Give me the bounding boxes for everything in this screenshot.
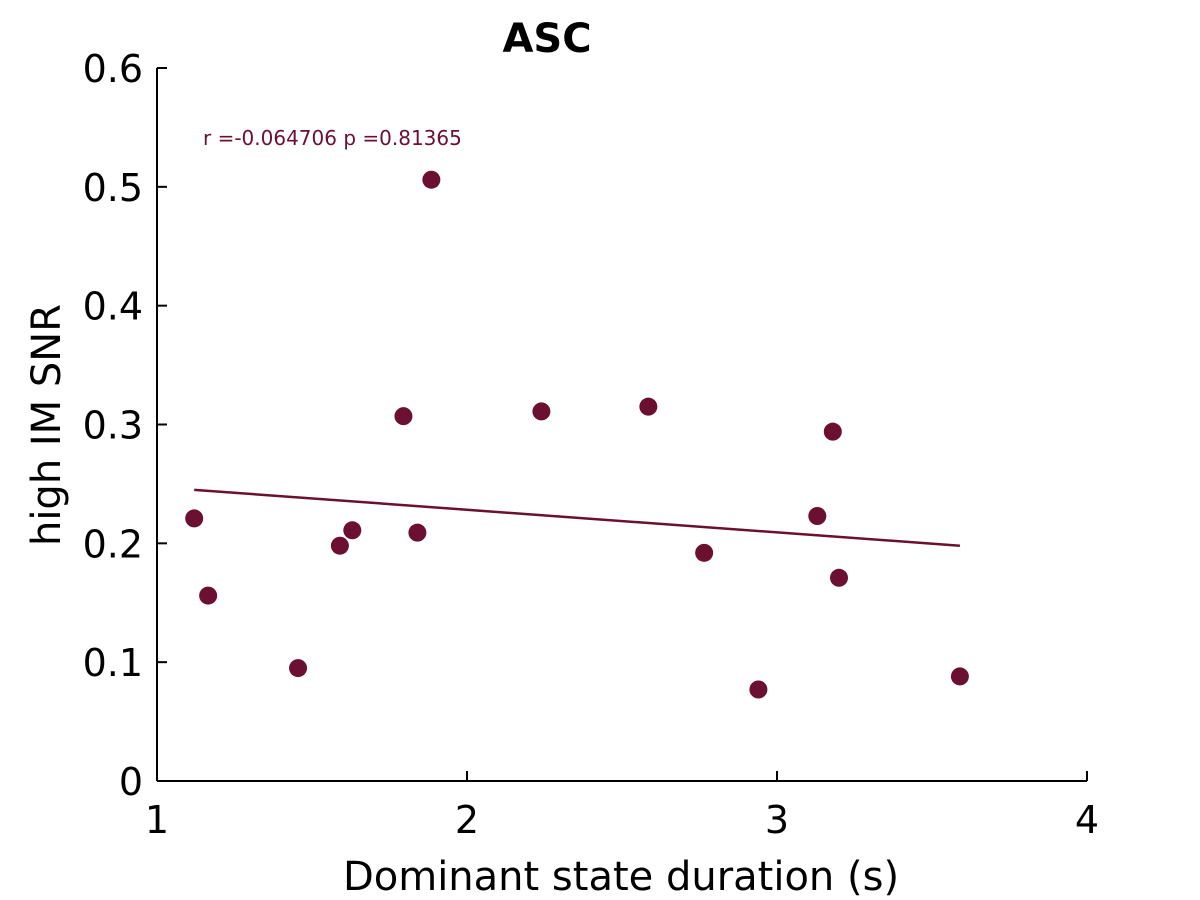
data-point <box>330 536 349 555</box>
y-tick-label: 0.4 <box>83 285 143 329</box>
x-axis-label: Dominant state duration (s) <box>343 854 899 900</box>
x-tick-label: 4 <box>1075 798 1099 842</box>
y-tick-label: 0.2 <box>83 522 143 566</box>
data-point <box>289 659 308 678</box>
y-tick-label: 0.3 <box>83 404 143 448</box>
data-point <box>408 523 427 542</box>
data-point <box>808 507 827 526</box>
data-point <box>823 422 842 441</box>
y-tick-label: 0 <box>119 760 143 804</box>
x-tick-label: 2 <box>455 798 479 842</box>
data-point <box>830 568 848 587</box>
data-point <box>394 407 413 426</box>
fit-line-group <box>194 488 960 547</box>
y-tick-label: 0.6 <box>83 47 143 91</box>
ticks: 1 2 3 4 0 0.1 0.2 0.3 0.4 0.5 0.6 <box>83 47 1100 842</box>
x-tick-label: 1 <box>145 798 169 842</box>
data-point <box>532 402 551 421</box>
x-tick-label: 3 <box>765 798 789 842</box>
data-point <box>749 680 768 699</box>
data-point <box>639 397 658 416</box>
data-point <box>199 586 218 605</box>
y-axis-label: high IM SNR <box>24 304 70 546</box>
chart-title: ASC <box>502 16 591 62</box>
data-point <box>422 170 441 189</box>
y-tick-label: 0.5 <box>83 166 143 210</box>
data-point <box>185 509 204 528</box>
regression-line <box>194 488 960 547</box>
correlation-annotation: r =-0.064706 p =0.81365 <box>203 126 462 150</box>
data-points <box>185 170 969 699</box>
data-point <box>695 543 714 562</box>
data-point <box>950 667 969 686</box>
data-point <box>343 521 362 540</box>
y-tick-label: 0.1 <box>83 641 143 685</box>
